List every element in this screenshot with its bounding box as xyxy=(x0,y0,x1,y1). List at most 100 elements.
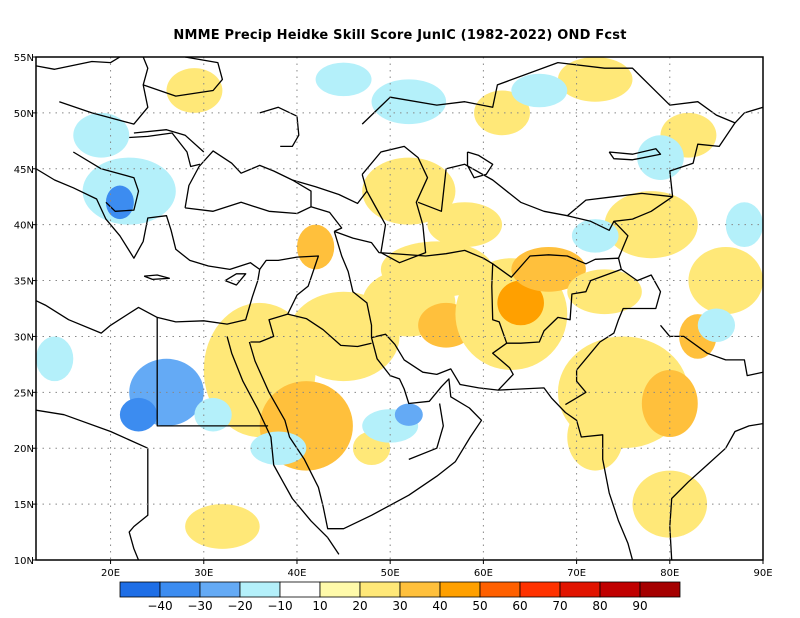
outline-yemen-oman xyxy=(408,403,444,461)
colorbar-label: −30 xyxy=(187,599,212,613)
outline-afghanistan xyxy=(492,254,622,344)
lat-tick-label: 30N xyxy=(14,332,34,343)
colorbar-swatch xyxy=(639,581,681,598)
colorbar-label: −10 xyxy=(267,599,292,613)
map-title: NMME Precip Heidke Skill Score JunIC (19… xyxy=(173,28,627,43)
outline-mediterranean-east-south xyxy=(36,269,261,334)
lon-tick-label: 90E xyxy=(753,568,772,579)
skill-patch xyxy=(194,397,232,432)
skill-patch xyxy=(725,202,763,248)
outline-kazakh-border xyxy=(361,61,736,217)
colorbar-swatch xyxy=(239,581,281,598)
skill-patch xyxy=(185,504,260,549)
outline-mediterranean-north xyxy=(36,168,261,271)
outline-red-sea-west xyxy=(226,336,329,539)
lat-tick-label: 55N xyxy=(14,53,34,64)
outline-china-west xyxy=(613,196,673,259)
skill-patch xyxy=(571,219,619,253)
lon-tick-label: 50E xyxy=(381,568,400,579)
skill-patch xyxy=(166,68,223,113)
outline-balkhash xyxy=(608,148,662,161)
lat-tick-label: 15N xyxy=(14,500,34,511)
map-frame xyxy=(35,56,764,561)
outline-black-sea xyxy=(184,150,312,215)
outline-libya-west xyxy=(36,409,149,449)
skill-patch xyxy=(632,470,708,538)
skill-patch xyxy=(119,397,158,432)
colorbar-swatch xyxy=(159,581,201,598)
lon-tick-label: 60E xyxy=(474,568,493,579)
colorbar-label: 90 xyxy=(632,599,647,613)
colorbar-swatch xyxy=(399,581,441,598)
colorbar-swatch xyxy=(199,581,241,598)
outline-russia-border xyxy=(259,106,300,148)
skill-patch xyxy=(315,62,372,97)
outline-aral-sea xyxy=(466,151,494,179)
outline-belarus xyxy=(142,57,224,97)
skill-patch xyxy=(637,135,684,180)
outline-syria-jordan xyxy=(250,255,320,343)
skill-patch xyxy=(604,191,698,259)
outline-saudi-iraq xyxy=(287,313,372,348)
lon-tick-label: 20E xyxy=(101,568,120,579)
outline-pakistan-india xyxy=(565,268,662,406)
outline-baltic-coast xyxy=(36,57,121,70)
outline-ukraine-border xyxy=(133,129,205,153)
outline-kyrgyz xyxy=(567,215,615,231)
colorbar-label: 30 xyxy=(392,599,407,613)
outline-crete xyxy=(143,274,170,281)
outline-poland-border xyxy=(59,57,149,125)
colorbar-label: 60 xyxy=(512,599,527,613)
skill-patch xyxy=(427,202,503,248)
outline-somalia xyxy=(327,537,340,555)
outline-tibet-nepal xyxy=(660,324,763,377)
lat-tick-label: 10N xyxy=(14,556,34,567)
skill-patch xyxy=(250,431,307,465)
colorbar-label: 10 xyxy=(312,599,327,613)
outline-mongolia xyxy=(734,106,763,124)
colorbar-swatch xyxy=(599,581,641,598)
latitude-axis: 10N 15N 20N 25N 30N 35N 40N 45N 50N 55N xyxy=(14,53,36,567)
skill-patch xyxy=(371,79,447,125)
skill-patch xyxy=(497,280,544,326)
outline-danube xyxy=(129,132,201,168)
skill-patch xyxy=(641,369,698,438)
outline-cyprus xyxy=(224,273,247,286)
colorbar-label: 80 xyxy=(592,599,607,613)
lon-tick-label: 80E xyxy=(660,568,679,579)
lon-tick-label: 70E xyxy=(567,568,586,579)
lat-tick-label: 50N xyxy=(14,109,34,120)
lat-tick-label: 35N xyxy=(14,277,34,288)
colorbar-label: −40 xyxy=(147,599,172,613)
colorbar-swatch xyxy=(559,581,601,598)
colorbar-label: 20 xyxy=(352,599,367,613)
skill-patch xyxy=(697,308,736,343)
colorbar-legend: −40 −30 −20 −10 10 20 30 40 50 60 70 80 90 xyxy=(119,581,681,613)
outline-egypt-libya xyxy=(156,317,269,427)
skill-patch xyxy=(567,269,642,315)
skill-patch xyxy=(511,73,568,108)
colorbar-swatch xyxy=(319,581,361,598)
skill-patch xyxy=(296,224,335,270)
outline-caspian-sea xyxy=(361,145,429,264)
lat-lon-gridlines xyxy=(36,57,763,560)
colorbar-swatch xyxy=(119,581,161,598)
colorbar-swatch xyxy=(439,581,481,598)
lat-tick-label: 20N xyxy=(14,444,34,455)
outline-india-east xyxy=(669,422,763,560)
outline-turkey-east xyxy=(310,206,343,232)
colorbar-swatch xyxy=(359,581,401,598)
outline-caucasus xyxy=(292,179,368,205)
lon-tick-label: 30E xyxy=(194,568,213,579)
skill-patch xyxy=(567,403,624,471)
longitude-axis: 20E 30E 40E 50E 60E 70E 80E 90E xyxy=(101,560,773,579)
outline-persian-gulf-north xyxy=(371,333,634,560)
skill-patch xyxy=(73,112,130,158)
skill-patch xyxy=(511,247,586,292)
lat-tick-label: 45N xyxy=(14,165,34,176)
lat-tick-label: 25N xyxy=(14,388,34,399)
colorbar-label: 70 xyxy=(552,599,567,613)
colorbar-swatch xyxy=(279,581,321,598)
coastlines-and-borders xyxy=(36,57,763,560)
